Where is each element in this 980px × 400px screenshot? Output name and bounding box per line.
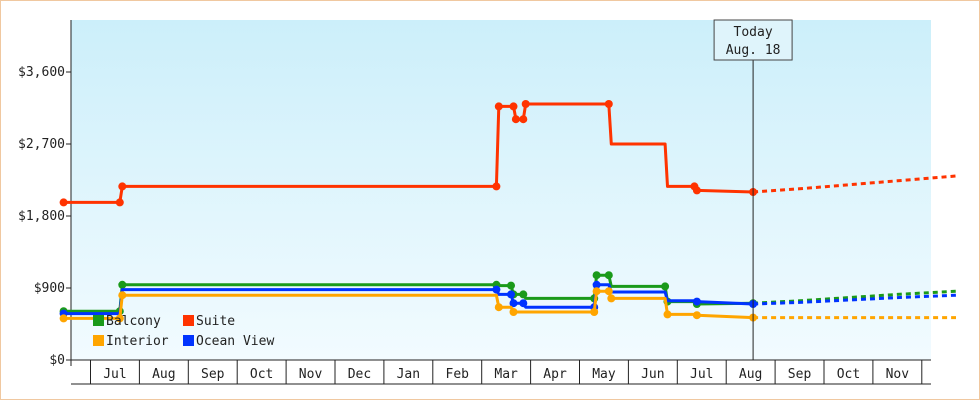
today-label: Today (734, 25, 773, 40)
plot-area (71, 20, 931, 360)
y-tick-label: $900 (34, 281, 65, 296)
series-interior-point (663, 310, 672, 319)
series-balcony-point (118, 280, 127, 289)
x-tick-label: Jul (103, 367, 126, 382)
series-suite-point (692, 186, 701, 195)
series-suite-point (115, 198, 124, 207)
series-ocean-view-point (492, 285, 501, 294)
legend-label-balcony: Balcony (106, 314, 161, 329)
today-date: Aug. 18 (726, 43, 781, 58)
series-interior-point (115, 314, 124, 323)
y-tick-label: $2,700 (18, 137, 65, 152)
series-suite-point (511, 115, 520, 124)
y-tick-label: $0 (49, 353, 65, 368)
x-tick-label: Sep (788, 367, 812, 382)
x-tick-label: Apr (543, 367, 567, 382)
series-balcony-point (604, 271, 613, 280)
series-interior-point (494, 303, 503, 312)
x-tick-label: Oct (250, 367, 273, 382)
y-tick-label: $3,600 (18, 65, 65, 80)
x-tick-label: Aug (152, 367, 175, 382)
x-tick-label: Nov (299, 367, 323, 382)
x-tick-label: Jun (641, 367, 664, 382)
x-tick-label: Dec (348, 367, 371, 382)
series-suite-point (519, 115, 528, 124)
x-tick-label: Oct (837, 367, 860, 382)
x-tick-label: Feb (446, 367, 470, 382)
series-ocean-view-point (509, 299, 518, 308)
series-ocean-view-line (63, 283, 754, 316)
series-balcony-point (507, 281, 515, 290)
legend-label-suite: Suite (196, 314, 235, 329)
series-suite-point (494, 102, 503, 111)
series-suite-point (521, 100, 530, 108)
series-ocean-view-point (507, 290, 515, 299)
series-interior-line (63, 289, 754, 320)
legend-label-interior: Interior (106, 334, 169, 349)
x-tick-label: Sep (201, 367, 225, 382)
x-tick-label: Mar (494, 367, 518, 382)
series-suite-line (63, 102, 754, 204)
x-tick-label: Aug (739, 367, 762, 382)
series-interior-point (592, 287, 601, 296)
x-tick-label: May (592, 367, 616, 382)
series-interior-point (509, 308, 518, 316)
series-interior-point (604, 287, 613, 296)
series-interior-point (692, 311, 701, 320)
series-interior-point (59, 314, 68, 323)
today-box (713, 19, 793, 61)
legend-swatch-balcony (93, 315, 104, 326)
legend-swatch-suite (183, 315, 194, 326)
series-interior-point (590, 308, 599, 316)
x-tick-label: Jul (690, 367, 713, 382)
series-suite-point (59, 198, 68, 207)
series-suite-point (492, 182, 501, 191)
series-ocean-view-point (519, 299, 528, 308)
series-interior-point (607, 294, 616, 303)
series-suite-point (509, 102, 518, 111)
series-balcony-point (519, 290, 528, 299)
legend-swatch-ocean-view (183, 335, 194, 346)
legend-swatch-interior (93, 335, 104, 346)
series-ocean-view-point (592, 280, 601, 289)
series-suite-point (118, 182, 127, 191)
legend-label-ocean-view: Ocean View (196, 334, 274, 349)
series-ocean-view-point (692, 297, 701, 306)
series-ocean-view-forecast (753, 293, 957, 306)
x-tick-label: Jan (397, 367, 420, 382)
series-interior-point (118, 291, 127, 300)
x-tick-label: Nov (886, 367, 910, 382)
series-balcony-point (661, 282, 670, 291)
series-balcony-point (592, 271, 601, 280)
series-suite-point (604, 100, 613, 108)
series-suite-forecast (752, 174, 957, 194)
y-tick-label: $1,800 (18, 209, 65, 224)
